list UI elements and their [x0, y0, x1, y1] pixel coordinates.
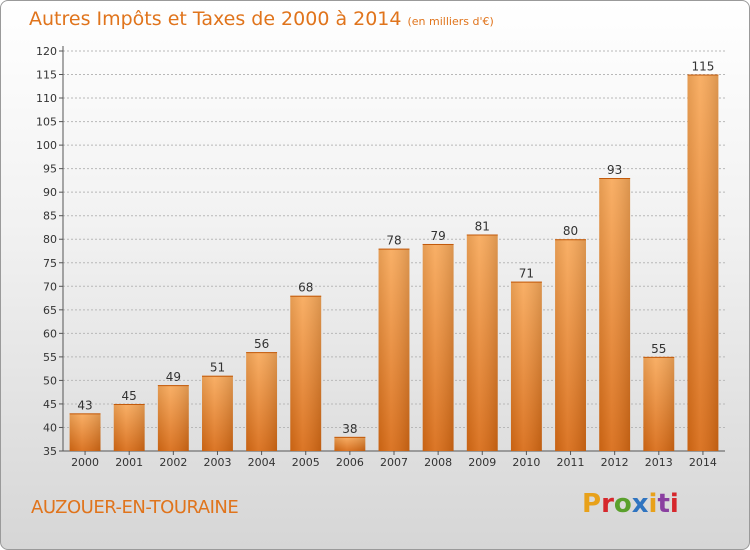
x-tick-label: 2013 — [645, 456, 673, 469]
x-tick-label: 2002 — [159, 456, 187, 469]
bar-shade — [643, 356, 675, 451]
x-tick-label: 2007 — [380, 456, 408, 469]
bar-shade — [113, 403, 145, 451]
logo-letter: o — [613, 489, 632, 519]
bar-shade — [378, 248, 410, 451]
x-tick-label: 2012 — [601, 456, 629, 469]
data-label: 56 — [254, 337, 269, 351]
y-tick-label: 105 — [36, 116, 57, 129]
logo-letter: i — [648, 489, 658, 519]
y-tick-label: 55 — [43, 351, 57, 364]
bar-shade — [422, 243, 454, 451]
data-labels: 43 45 49 51 56 68 38 78 79 81 71 80 93 55 115 — [77, 60, 714, 436]
data-label: 71 — [519, 267, 534, 281]
x-tick-label: 2004 — [248, 456, 276, 469]
x-tick-label: 2006 — [336, 456, 364, 469]
y-tick-label: 110 — [36, 92, 57, 105]
data-label: 79 — [430, 229, 445, 243]
bars — [69, 74, 719, 451]
data-label: 68 — [298, 281, 313, 295]
data-label: 93 — [607, 163, 622, 177]
y-tick-label: 50 — [43, 374, 57, 387]
x-tick-label: 2014 — [689, 456, 717, 469]
y-tick-label: 95 — [43, 163, 57, 176]
x-tick-label: 2011 — [557, 456, 585, 469]
chart-unit-note: (en milliers d'€) — [407, 15, 494, 28]
y-tick-label: 70 — [43, 280, 57, 293]
y-tick-label: 75 — [43, 257, 57, 270]
data-label: 81 — [475, 220, 490, 234]
data-label: 51 — [210, 361, 225, 375]
bar-shade — [202, 375, 233, 451]
data-label: 38 — [342, 422, 357, 436]
x-tick-label: 2010 — [512, 456, 540, 469]
x-tick-label: 2003 — [203, 456, 231, 469]
chart-title: Autres Impôts et Taxes de 2000 à 2014 (en… — [29, 8, 494, 30]
y-tick-label: 45 — [43, 398, 57, 411]
logo-letter: P — [582, 489, 602, 519]
y-tick-label: 100 — [36, 139, 57, 152]
bar-shade — [69, 413, 101, 451]
commune-name: AUZOUER-EN-TOURAINE — [31, 497, 239, 518]
x-tick-label: 2005 — [292, 456, 320, 469]
y-tick-label: 90 — [43, 186, 57, 199]
axes: 35 40 45 50 55 60 65 70 75 80 85 90 95 100 105 110 115 12… — [36, 45, 725, 469]
x-tick-label: 2009 — [468, 456, 496, 469]
y-tick-label: 120 — [36, 45, 57, 58]
y-tick-label: 60 — [43, 327, 57, 340]
data-label: 45 — [122, 389, 137, 403]
y-tick-label: 85 — [43, 210, 57, 223]
bar-shade — [334, 436, 366, 451]
x-tick-label: 2008 — [424, 456, 452, 469]
x-tick-label: 2000 — [71, 456, 99, 469]
y-tick-label: 80 — [43, 233, 57, 246]
bar-shade — [599, 178, 631, 451]
bar-shade — [466, 234, 498, 451]
chart-title-text: Autres Impôts et Taxes de 2000 à 2014 — [29, 8, 402, 30]
data-label: 80 — [563, 224, 578, 238]
bar-shade — [157, 385, 189, 451]
logo-letter: x — [631, 489, 649, 519]
data-label: 55 — [651, 342, 666, 356]
data-label: 115 — [691, 60, 714, 74]
bar-shade — [290, 295, 322, 451]
y-tick-label: 35 — [43, 445, 57, 458]
logo-letter: i — [669, 489, 679, 519]
y-tick-label: 40 — [43, 421, 57, 434]
bar-shade — [555, 239, 586, 451]
data-label: 78 — [386, 234, 401, 248]
data-label: 49 — [166, 370, 181, 384]
y-tick-label: 115 — [36, 69, 57, 82]
logo-letter: t — [657, 489, 670, 519]
bar-shade — [510, 281, 542, 451]
y-tick-label: 65 — [43, 304, 57, 317]
bar-shade — [246, 352, 278, 451]
bar-shade — [687, 74, 719, 451]
x-tick-label: 2001 — [115, 456, 143, 469]
data-label: 43 — [77, 398, 92, 412]
proxiti-logo[interactable]: Proxiti — [582, 489, 679, 519]
logo-letter: r — [601, 489, 614, 519]
